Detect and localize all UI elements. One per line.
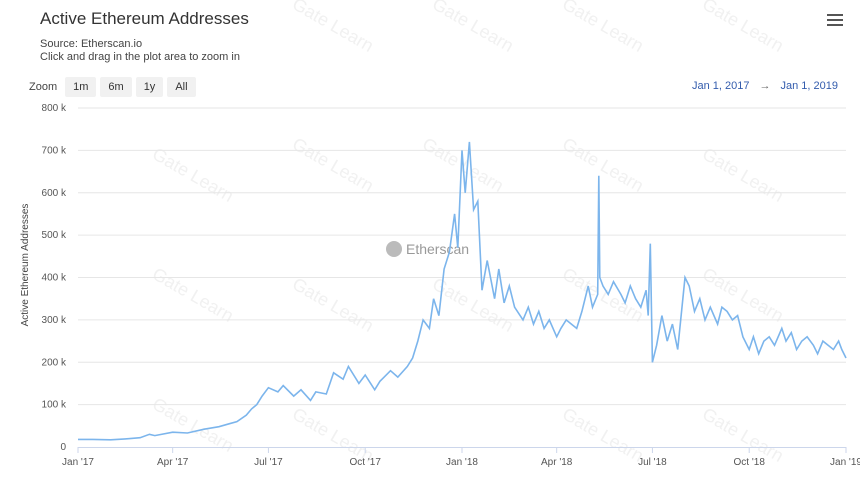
watermark-text: Gate Learn [149, 144, 237, 206]
watermark-text: Gate Learn [559, 134, 647, 196]
watermark-layer: Gate Learn Gate Learn Gate Learn Gate Learn… [149, 0, 787, 466]
grid-lines [78, 107, 846, 406]
zoom-all-button[interactable]: All [167, 77, 196, 97]
y-tick-label: 800 k [42, 103, 67, 114]
y-axis-label: Active Ethereum Addresses [20, 204, 31, 327]
x-tick-label: Jul '17 [254, 457, 283, 468]
chart-source: Source: Etherscan.io [40, 38, 143, 50]
chart-title: Active Ethereum Addresses [40, 9, 249, 28]
etherscan-watermark: Etherscan [386, 241, 469, 257]
watermark-text: Gate Learn [429, 0, 517, 56]
y-tick-label: 400 k [42, 273, 67, 284]
range-from-input[interactable]: Jan 1, 2017 [692, 80, 750, 92]
zoom-6m-button[interactable]: 6m [100, 77, 132, 97]
watermark-text: Gate Learn [699, 144, 787, 206]
y-axis-ticks: 0 100 k 200 k 300 k 400 k 500 k 600 k 700 k 800 … [42, 103, 67, 453]
etherscan-watermark-text: Etherscan [406, 241, 469, 257]
y-tick-label: 200 k [42, 357, 67, 368]
watermark-text: Gate Learn [699, 264, 787, 326]
x-tick-label: Oct '18 [734, 457, 766, 468]
range-arrow: → [759, 80, 771, 92]
zoom-1m-button[interactable]: 1m [65, 77, 97, 97]
watermark-text: Gate Learn [699, 0, 787, 56]
zoom-controls: Zoom 1m 6m 1y All [29, 77, 196, 97]
range-to-input[interactable]: Jan 1, 2019 [780, 80, 839, 92]
hamburger-menu-icon[interactable] [827, 14, 843, 28]
x-tick-label: Oct '17 [350, 457, 382, 468]
zoom-1y-button[interactable]: 1y [135, 77, 164, 97]
x-axis-ticks: Jan '17 Apr '17 Jul '17 Oct '17 Jan '18 Apr '… [62, 447, 860, 468]
x-tick-label: Apr '17 [157, 457, 189, 468]
y-tick-label: 100 k [42, 400, 67, 411]
x-tick-label: Jan '19 [830, 457, 860, 468]
series-line[interactable] [78, 141, 847, 441]
zoom-hint: Click and drag in the plot area to zoom … [40, 51, 240, 63]
watermark-text: Gate Learn [289, 0, 377, 56]
y-tick-label: 600 k [42, 188, 67, 199]
y-tick-label: 0 [60, 442, 66, 453]
x-tick-label: Jan '17 [62, 457, 94, 468]
x-tick-label: Apr '18 [541, 457, 573, 468]
y-tick-label: 700 k [42, 145, 67, 156]
watermark-text: Gate Learn [289, 274, 377, 336]
y-tick-label: 300 k [42, 315, 67, 326]
etherscan-logo-icon [386, 241, 402, 257]
zoom-label: Zoom [29, 81, 58, 93]
x-tick-label: Jul '18 [638, 457, 667, 468]
y-tick-label: 500 k [42, 230, 67, 241]
watermark-text: Gate Learn [559, 0, 647, 56]
x-tick-label: Jan '18 [446, 457, 478, 468]
watermark-text: Gate Learn [289, 134, 377, 196]
date-range: Jan 1, 2017 → Jan 1, 2019 [692, 80, 838, 92]
watermark-text: Gate Learn [149, 264, 237, 326]
